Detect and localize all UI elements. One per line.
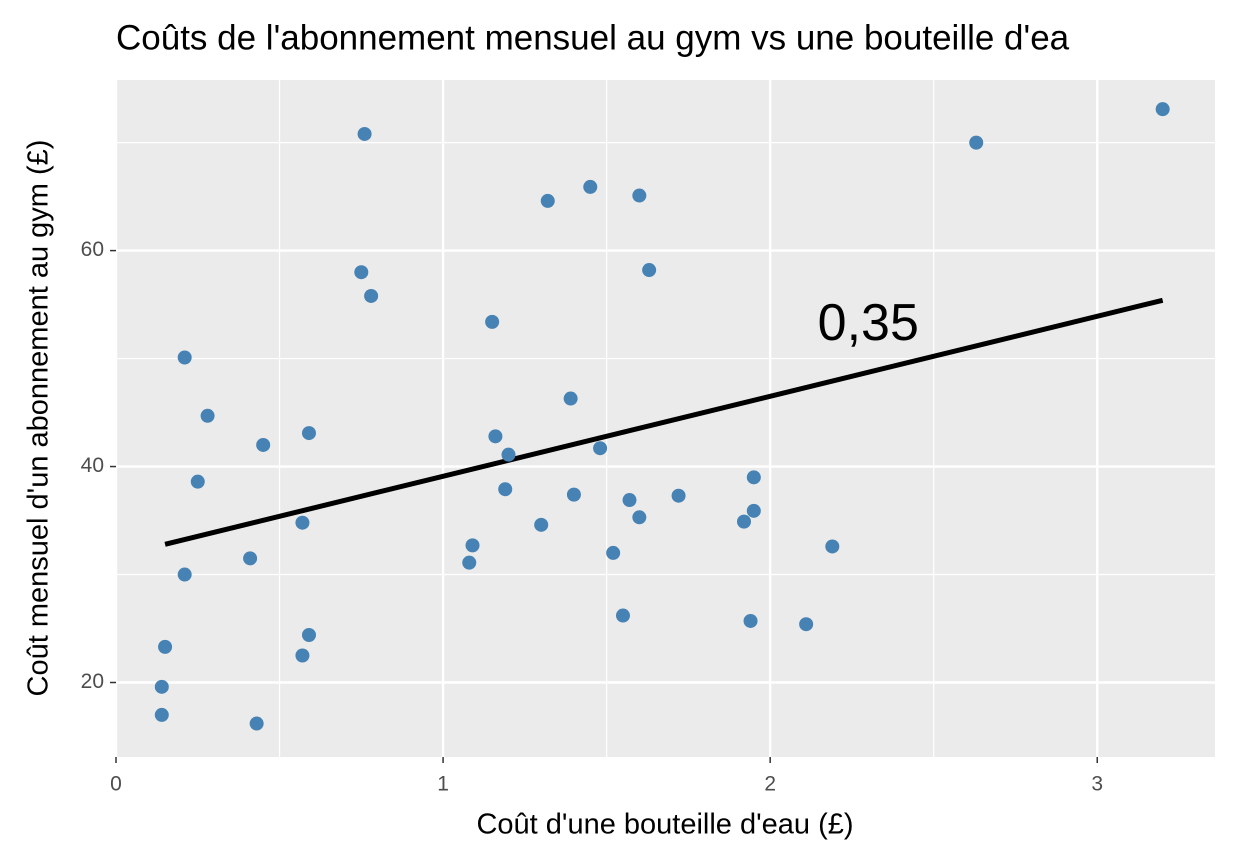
point <box>606 545 621 560</box>
point <box>746 470 761 485</box>
chart-title: Coûts de l'abonnement mensuel au gym vs … <box>116 18 1070 57</box>
point <box>969 135 984 150</box>
point <box>534 517 549 532</box>
point <box>243 551 258 566</box>
point <box>622 493 637 508</box>
y-axis-title: Coût mensuel d'un abonnement au gym (£) <box>23 140 55 697</box>
point <box>498 482 513 497</box>
point <box>615 608 630 623</box>
point <box>632 188 647 203</box>
point <box>462 555 477 570</box>
x-tick-label: 3 <box>1091 773 1103 796</box>
point <box>190 474 205 489</box>
point <box>256 437 271 452</box>
point <box>488 429 503 444</box>
point <box>301 426 316 441</box>
trend-line <box>164 297 1164 547</box>
point <box>746 503 761 518</box>
point <box>154 679 169 694</box>
point <box>743 613 758 628</box>
point <box>249 716 264 731</box>
point <box>1155 102 1170 117</box>
point <box>563 391 578 406</box>
y-tick-label: 20 <box>81 670 104 693</box>
point <box>540 193 555 208</box>
point <box>593 441 608 456</box>
point <box>295 648 310 663</box>
x-tick-label: 1 <box>437 773 449 796</box>
point <box>177 350 192 365</box>
point <box>485 314 500 329</box>
point <box>301 627 316 642</box>
point <box>354 265 369 280</box>
point <box>177 567 192 582</box>
point <box>200 408 215 423</box>
point <box>465 538 480 553</box>
y-tick-label: 60 <box>81 238 104 261</box>
x-axis-title: Coût d'une bouteille d'eau (£) <box>476 809 853 841</box>
point <box>583 179 598 194</box>
x-tick-label: 2 <box>764 773 776 796</box>
y-tick-label: 40 <box>81 454 104 477</box>
point <box>799 617 814 632</box>
x-tick-label: 0 <box>110 773 122 796</box>
point <box>671 488 686 503</box>
point <box>501 447 516 462</box>
point <box>642 263 657 278</box>
point <box>154 707 169 722</box>
point <box>737 514 751 529</box>
plot-panel <box>116 80 1215 757</box>
point <box>295 515 310 530</box>
point <box>632 510 647 525</box>
annotation: 0,35 <box>818 294 919 352</box>
point <box>364 288 379 303</box>
point <box>158 639 173 654</box>
point <box>566 487 581 502</box>
point <box>825 539 840 554</box>
point <box>357 126 372 141</box>
